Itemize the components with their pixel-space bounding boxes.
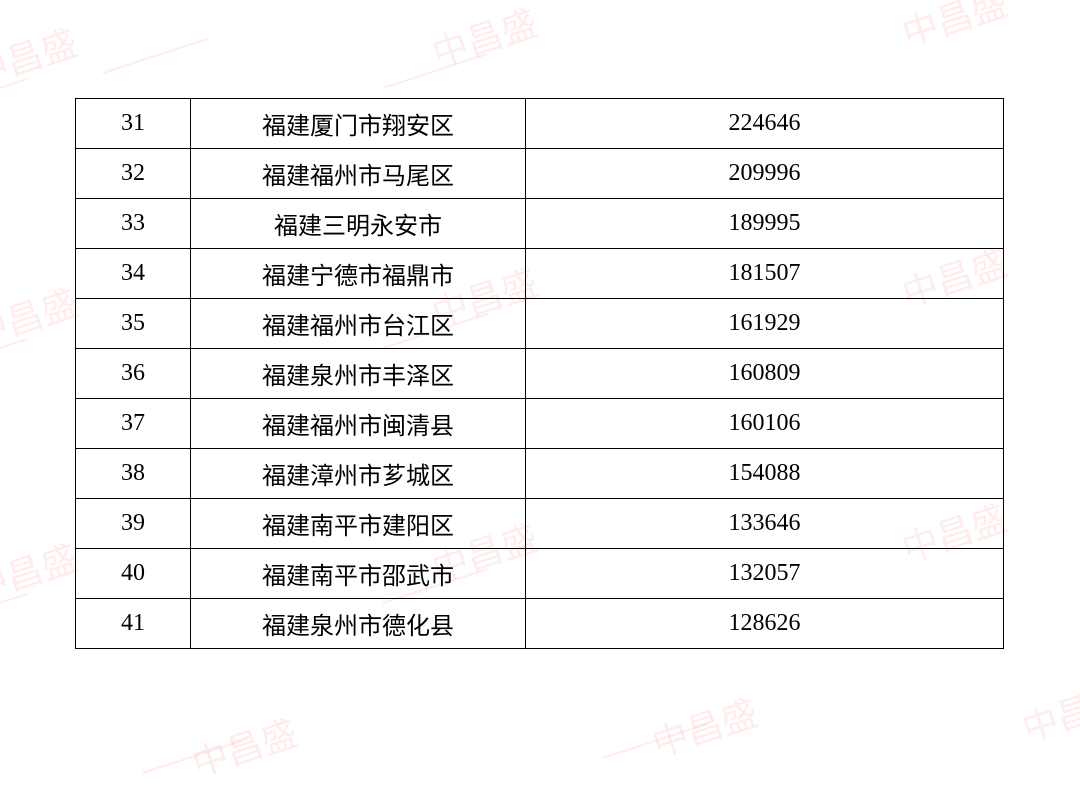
cell-region: 福建三明永安市: [191, 199, 526, 249]
cell-rank: 39: [76, 499, 191, 549]
cell-rank: 31: [76, 99, 191, 149]
cell-value: 154088: [526, 449, 1004, 499]
cell-value: 209996: [526, 149, 1004, 199]
cell-region: 福建福州市台江区: [191, 299, 526, 349]
cell-region: 福建南平市邵武市: [191, 549, 526, 599]
cell-value: 161929: [526, 299, 1004, 349]
data-table: 31 福建厦门市翔安区 224646 32 福建福州市马尾区 209996 33…: [75, 98, 1004, 649]
watermark-line: [0, 338, 28, 374]
cell-region: 福建泉州市丰泽区: [191, 349, 526, 399]
cell-region: 福建漳州市芗城区: [191, 449, 526, 499]
data-table-container: 31 福建厦门市翔安区 224646 32 福建福州市马尾区 209996 33…: [75, 98, 1004, 649]
cell-region: 福建泉州市德化县: [191, 599, 526, 649]
cell-value: 133646: [526, 499, 1004, 549]
watermark-text: 中昌盛: [0, 15, 83, 98]
table-row: 31 福建厦门市翔安区 224646: [76, 99, 1004, 149]
table-row: 35 福建福州市台江区 161929: [76, 299, 1004, 349]
watermark-line: [0, 593, 28, 629]
watermark-text: 中昌盛: [0, 530, 83, 613]
cell-rank: 35: [76, 299, 191, 349]
watermark-text: 中昌盛: [895, 0, 1014, 57]
cell-rank: 36: [76, 349, 191, 399]
cell-region: 福建厦门市翔安区: [191, 99, 526, 149]
cell-region: 福建福州市闽清县: [191, 399, 526, 449]
watermark-text: 中昌盛: [1015, 670, 1080, 753]
table-row: 33 福建三明永安市 189995: [76, 199, 1004, 249]
table-row: 41 福建泉州市德化县 128626: [76, 599, 1004, 649]
watermark-text: 中昌盛: [0, 275, 83, 358]
table-row: 32 福建福州市马尾区 209996: [76, 149, 1004, 199]
watermark-line: [0, 78, 28, 114]
cell-rank: 40: [76, 549, 191, 599]
cell-value: 181507: [526, 249, 1004, 299]
watermark-text: 中昌盛: [185, 705, 304, 787]
table-row: 37 福建福州市闽清县 160106: [76, 399, 1004, 449]
watermark-line: [382, 53, 487, 89]
cell-region: 福建南平市建阳区: [191, 499, 526, 549]
cell-value: 132057: [526, 549, 1004, 599]
cell-value: 160106: [526, 399, 1004, 449]
watermark-text: 中昌盛: [425, 0, 544, 77]
table-row: 34 福建宁德市福鼎市 181507: [76, 249, 1004, 299]
cell-rank: 32: [76, 149, 191, 199]
watermark-line: [142, 738, 247, 774]
table-body: 31 福建厦门市翔安区 224646 32 福建福州市马尾区 209996 33…: [76, 99, 1004, 649]
watermark-line: [102, 38, 207, 74]
cell-value: 160809: [526, 349, 1004, 399]
cell-value: 189995: [526, 199, 1004, 249]
cell-region: 福建福州市马尾区: [191, 149, 526, 199]
watermark-line: [602, 723, 707, 759]
watermark-text: 中昌盛: [645, 685, 764, 768]
cell-rank: 38: [76, 449, 191, 499]
table-row: 39 福建南平市建阳区 133646: [76, 499, 1004, 549]
cell-rank: 33: [76, 199, 191, 249]
cell-value: 128626: [526, 599, 1004, 649]
table-row: 38 福建漳州市芗城区 154088: [76, 449, 1004, 499]
cell-rank: 34: [76, 249, 191, 299]
cell-rank: 37: [76, 399, 191, 449]
cell-value: 224646: [526, 99, 1004, 149]
cell-region: 福建宁德市福鼎市: [191, 249, 526, 299]
cell-rank: 41: [76, 599, 191, 649]
table-row: 40 福建南平市邵武市 132057: [76, 549, 1004, 599]
table-row: 36 福建泉州市丰泽区 160809: [76, 349, 1004, 399]
